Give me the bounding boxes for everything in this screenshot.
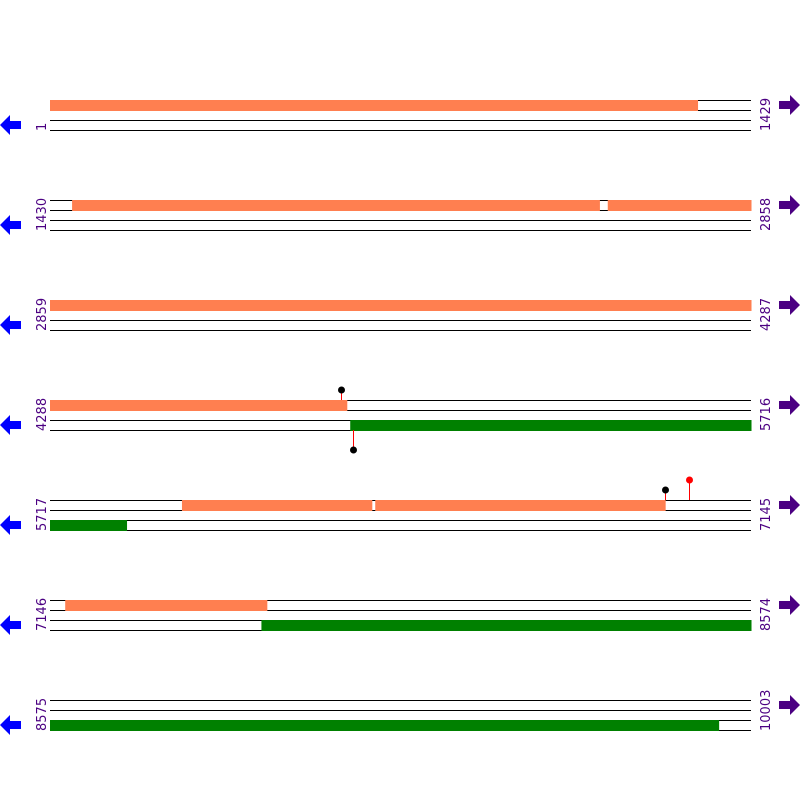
marker-head	[662, 486, 669, 494]
row-start-label: 7146	[35, 598, 50, 631]
arrow-left-icon[interactable]	[0, 315, 21, 335]
arrow-left-icon[interactable]	[0, 715, 21, 735]
row-end-label: 2858	[759, 198, 774, 231]
reverse-feature-bar	[350, 420, 752, 431]
reverse-feature-bar	[50, 720, 720, 731]
arrow-left-icon[interactable]	[0, 415, 21, 435]
arrow-left-icon[interactable]	[0, 115, 21, 135]
arrow-left-icon[interactable]	[0, 215, 21, 235]
row-end-label: 4287	[759, 298, 774, 331]
arrow-left-icon[interactable]	[0, 615, 21, 635]
row-end-label: 5716	[759, 398, 774, 431]
row-end-label: 10003	[759, 690, 774, 731]
arrow-left-icon[interactable]	[0, 515, 21, 535]
reverse-feature-bar	[50, 520, 128, 531]
forward-feature-bar	[50, 100, 699, 111]
row-end-label: 1429	[759, 98, 774, 131]
arrow-right-icon[interactable]	[779, 195, 800, 215]
row-start-label: 4288	[35, 398, 50, 431]
marker-head	[686, 476, 693, 484]
forward-feature-bar	[50, 300, 752, 311]
forward-feature-bar	[181, 500, 373, 511]
row-end-label: 7145	[759, 498, 774, 531]
arrow-right-icon[interactable]	[779, 395, 800, 415]
arrow-right-icon[interactable]	[779, 295, 800, 315]
forward-feature-bar	[65, 600, 268, 611]
arrow-right-icon[interactable]	[779, 695, 800, 715]
row-start-label: 1430	[35, 198, 50, 231]
forward-feature-bar	[607, 200, 752, 211]
row-start-label: 1	[35, 123, 50, 131]
row-end-label: 8574	[759, 598, 774, 631]
marker-head	[338, 386, 345, 394]
arrow-right-icon[interactable]	[779, 595, 800, 615]
forward-feature-bar	[375, 500, 666, 511]
forward-feature-bar	[50, 400, 348, 411]
arrow-right-icon[interactable]	[779, 495, 800, 515]
row-start-label: 8575	[35, 698, 50, 731]
forward-feature-bar	[72, 200, 600, 211]
marker-head	[350, 446, 357, 454]
row-start-label: 2859	[35, 298, 50, 331]
arrow-right-icon[interactable]	[779, 95, 800, 115]
row-start-label: 5717	[35, 498, 50, 531]
reverse-feature-bar	[261, 620, 752, 631]
